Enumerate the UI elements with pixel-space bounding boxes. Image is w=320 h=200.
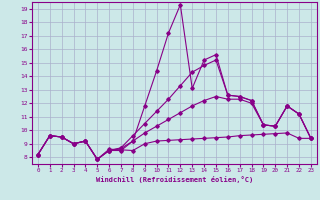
X-axis label: Windchill (Refroidissement éolien,°C): Windchill (Refroidissement éolien,°C) <box>96 176 253 183</box>
